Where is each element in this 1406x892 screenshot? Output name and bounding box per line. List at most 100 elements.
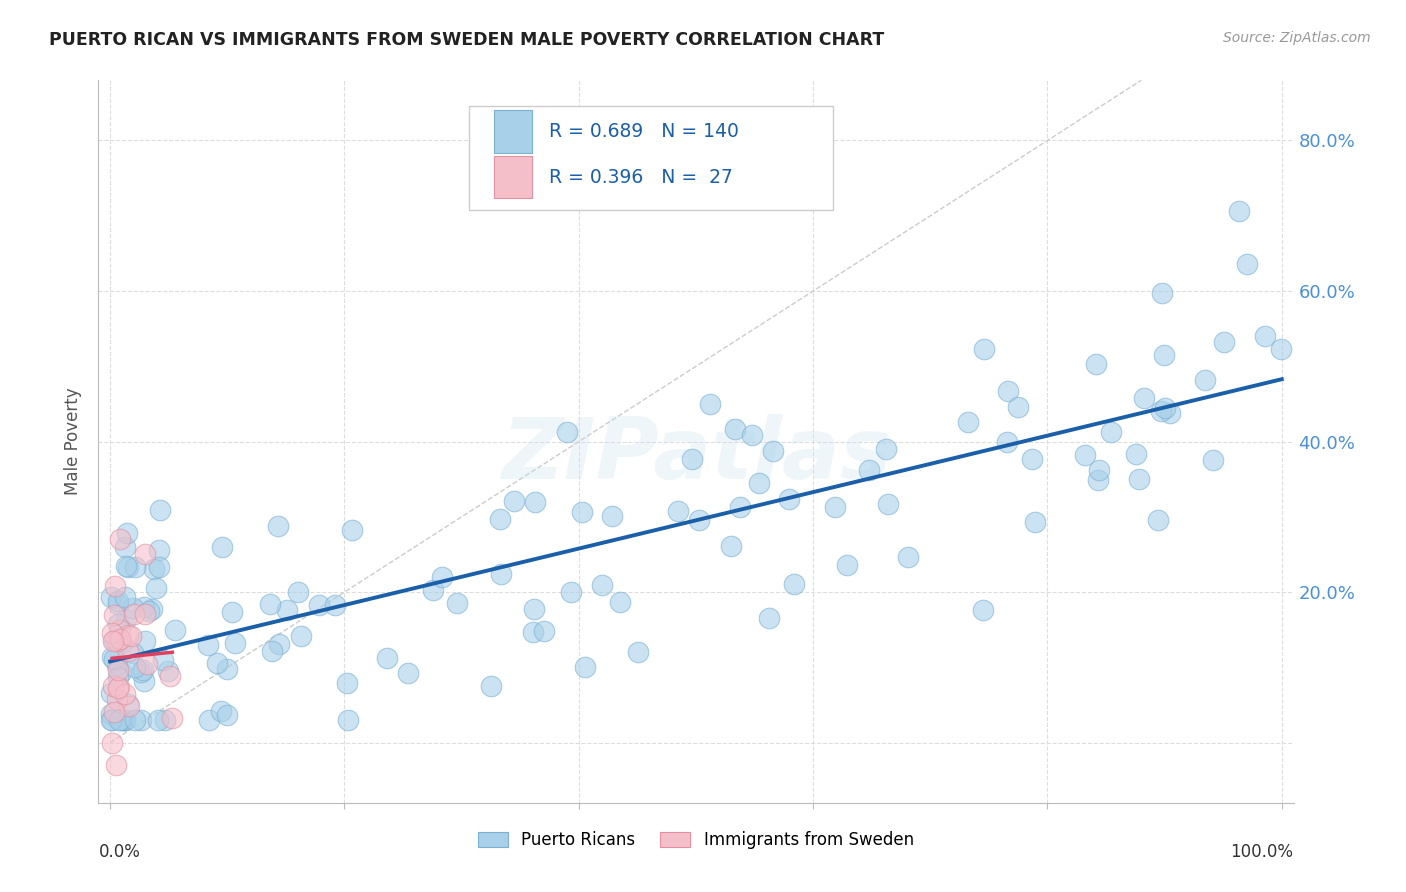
Point [1270, 342, 1292, 356]
Point [1153, 348, 1175, 362]
Point [323, 598, 346, 612]
Point [1202, 453, 1225, 467]
Point [114, 540, 136, 554]
Point [148, 543, 170, 558]
Point [205, 656, 228, 670]
Text: PUERTO RICAN VS IMMIGRANTS FROM SWEDEN MALE POVERTY CORRELATION CHART: PUERTO RICAN VS IMMIGRANTS FROM SWEDEN M… [49, 31, 884, 49]
Text: R = 0.689   N = 140: R = 0.689 N = 140 [548, 121, 738, 141]
Point [1021, 452, 1043, 467]
Point [422, 582, 444, 597]
Text: 0.0%: 0.0% [98, 843, 141, 861]
Point [375, 650, 398, 665]
Point [1147, 513, 1170, 527]
Point [571, 505, 593, 519]
Point [1154, 401, 1177, 416]
Text: 100.0%: 100.0% [1230, 843, 1294, 861]
Point [778, 491, 800, 506]
Point [122, 607, 145, 621]
Point [337, 713, 360, 727]
Point [1213, 334, 1236, 349]
Text: ZIPatlas: ZIPatlas [501, 415, 891, 498]
Point [290, 629, 312, 643]
Point [107, 594, 129, 608]
Point [197, 638, 219, 652]
Point [720, 539, 742, 553]
Point [758, 610, 780, 624]
Point [489, 512, 512, 526]
Point [117, 697, 139, 711]
Point [114, 558, 136, 573]
FancyBboxPatch shape [470, 105, 834, 211]
Point [973, 342, 995, 356]
Point [103, 679, 125, 693]
FancyBboxPatch shape [494, 156, 533, 198]
Point [134, 607, 156, 621]
Point [1133, 391, 1156, 405]
Point [626, 645, 648, 659]
Point [824, 500, 846, 515]
Point [132, 600, 155, 615]
Point [276, 602, 298, 616]
Point [124, 560, 146, 574]
Point [152, 652, 174, 666]
Point [120, 629, 142, 643]
Point [897, 549, 920, 564]
Point [688, 513, 710, 527]
Point [132, 663, 155, 677]
Point [107, 658, 129, 673]
Point [110, 533, 132, 547]
Point [153, 713, 176, 727]
Point [287, 585, 309, 599]
Point [108, 632, 131, 646]
Point [972, 603, 994, 617]
Point [479, 679, 502, 693]
Point [602, 508, 624, 523]
Point [503, 493, 526, 508]
Point [762, 444, 785, 458]
Point [103, 632, 125, 647]
Point [134, 633, 156, 648]
Point [124, 713, 146, 727]
Point [1194, 373, 1216, 387]
Point [107, 617, 129, 632]
Point [121, 600, 143, 615]
Point [135, 657, 157, 672]
Point [148, 503, 170, 517]
Point [117, 644, 139, 658]
Point [489, 566, 512, 581]
Point [858, 463, 880, 477]
Point [101, 650, 124, 665]
Point [148, 560, 170, 574]
Point [723, 422, 745, 436]
Point [103, 652, 125, 666]
Point [100, 590, 122, 604]
Point [134, 548, 156, 562]
Text: Source: ZipAtlas.com: Source: ZipAtlas.com [1223, 31, 1371, 45]
Point [156, 665, 179, 679]
Point [446, 596, 468, 610]
Point [1236, 257, 1258, 271]
Point [956, 415, 979, 429]
Point [112, 713, 135, 727]
Point [997, 435, 1019, 450]
Point [217, 707, 239, 722]
Point [1227, 204, 1250, 219]
Point [783, 577, 806, 591]
Point [114, 590, 136, 604]
Point [103, 705, 125, 719]
Point [101, 625, 124, 640]
Point [115, 526, 138, 541]
Point [523, 494, 546, 508]
Point [114, 687, 136, 701]
Point [142, 562, 165, 576]
Point [259, 597, 281, 611]
Point [1007, 400, 1029, 414]
Point [1024, 516, 1046, 530]
Point [217, 662, 239, 676]
Point [1087, 463, 1109, 477]
Point [163, 623, 186, 637]
Point [100, 713, 122, 727]
Point [107, 681, 129, 695]
Point [110, 623, 132, 637]
Point [336, 675, 359, 690]
